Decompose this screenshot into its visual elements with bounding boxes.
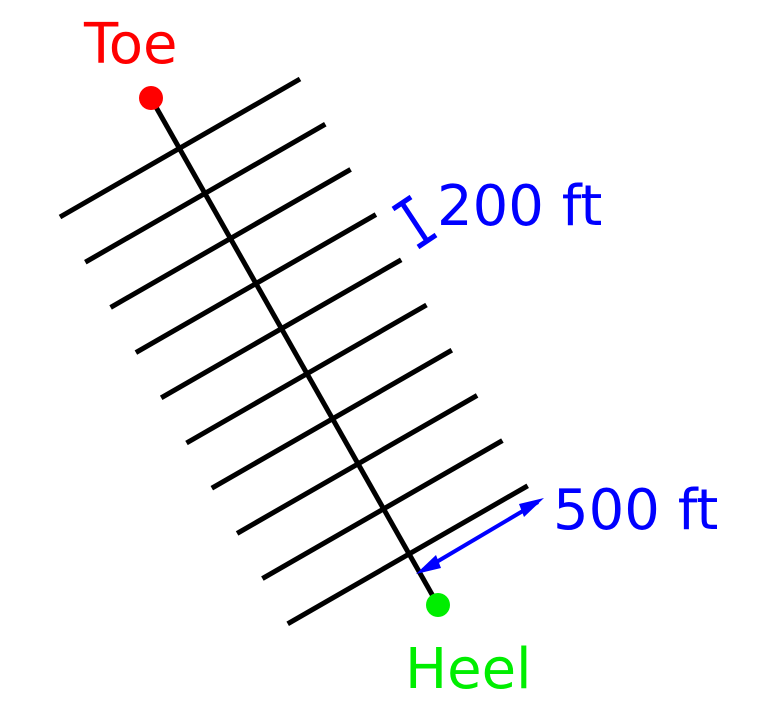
fracture-length-label: 500 ft bbox=[553, 478, 718, 543]
heel-marker bbox=[426, 593, 450, 617]
spacing-label: 200 ft bbox=[437, 174, 602, 239]
heel-label: Heel bbox=[405, 637, 532, 702]
fracture-length-arrow bbox=[416, 498, 544, 574]
toe-marker bbox=[139, 86, 163, 110]
wellbore-line bbox=[149, 98, 441, 607]
spacing-dimension-marker bbox=[391, 194, 438, 250]
toe-label: Toe bbox=[83, 12, 177, 77]
